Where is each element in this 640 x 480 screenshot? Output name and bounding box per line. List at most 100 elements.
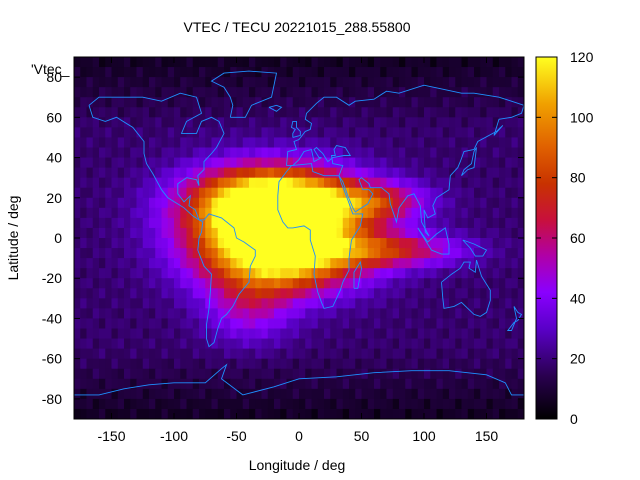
heat-cell xyxy=(430,177,438,189)
heat-cell xyxy=(486,278,494,289)
heat-cell xyxy=(211,318,219,330)
heat-cell xyxy=(355,378,363,390)
heat-cell xyxy=(286,368,294,380)
heat-cell xyxy=(230,348,238,360)
heat-cell xyxy=(386,348,394,360)
heat-cell xyxy=(236,358,244,370)
heat-cell xyxy=(99,318,106,330)
heat-cell xyxy=(199,67,206,78)
heat-cell xyxy=(517,398,524,410)
heat-cell xyxy=(167,398,175,410)
heat-cell xyxy=(224,177,231,189)
heat-cell xyxy=(224,117,231,128)
heat-cell xyxy=(355,207,363,219)
heat-cell xyxy=(236,318,244,330)
heat-cell xyxy=(449,358,456,370)
heat-cell xyxy=(455,107,463,118)
heat-cell xyxy=(242,77,250,88)
heat-cell xyxy=(199,378,206,390)
heat-cell xyxy=(249,268,256,279)
heat-cell xyxy=(117,127,125,139)
heat-cell xyxy=(517,328,524,340)
heat-cell xyxy=(380,278,388,289)
heat-cell xyxy=(186,358,194,370)
heat-cell xyxy=(486,248,494,259)
coastline-new-guinea xyxy=(462,239,488,257)
heat-cell xyxy=(155,258,163,269)
heat-cell xyxy=(180,197,188,209)
heat-cell xyxy=(380,117,388,128)
heat-cell xyxy=(167,177,175,189)
heat-cell xyxy=(492,97,500,108)
heat-cell xyxy=(299,167,306,179)
heat-cell xyxy=(142,318,150,330)
heat-cell xyxy=(405,117,413,128)
heat-cell xyxy=(236,117,244,128)
heat-cell xyxy=(492,358,500,370)
heat-cell xyxy=(436,358,444,370)
heat-cell xyxy=(342,328,350,340)
heat-cell xyxy=(130,308,138,320)
heat-cell xyxy=(86,157,94,169)
heat-cell xyxy=(286,408,294,419)
heat-cell xyxy=(130,187,138,199)
heat-cell xyxy=(274,117,281,128)
heat-cell xyxy=(517,147,524,159)
heat-cell xyxy=(136,137,144,149)
heat-cell xyxy=(430,298,438,309)
heat-cell xyxy=(280,107,288,118)
heat-cell xyxy=(180,408,188,419)
heat-cell xyxy=(480,348,488,360)
heat-cell xyxy=(505,67,513,78)
heat-cell xyxy=(486,157,494,169)
heat-cell xyxy=(374,127,381,139)
heat-cell xyxy=(255,308,263,320)
heat-cell xyxy=(111,187,119,199)
heat-cell xyxy=(174,207,181,219)
heat-cell xyxy=(249,77,256,88)
heat-cell xyxy=(461,408,469,419)
heat-cell xyxy=(167,137,175,149)
heat-cell xyxy=(380,388,388,400)
heat-cell xyxy=(374,248,381,259)
heat-cell xyxy=(386,217,394,229)
heat-cell xyxy=(330,378,338,390)
heat-cell xyxy=(436,278,444,289)
heat-cell xyxy=(230,288,238,299)
heat-cell xyxy=(405,258,413,269)
heat-cell xyxy=(292,197,300,209)
heat-cell xyxy=(311,227,319,239)
heat-cell xyxy=(242,348,250,360)
heat-cell xyxy=(474,167,481,179)
heat-cell xyxy=(80,217,88,229)
heat-cell xyxy=(317,127,325,139)
heat-cell xyxy=(130,288,138,299)
heat-cell xyxy=(511,137,519,149)
heat-cell xyxy=(167,87,175,98)
heat-cell xyxy=(324,117,331,128)
heat-cell xyxy=(305,288,313,299)
heat-cell xyxy=(305,77,313,88)
heat-cell xyxy=(155,298,163,309)
heat-cell xyxy=(261,137,269,149)
coastline-africa xyxy=(277,163,364,309)
heat-cell xyxy=(305,87,313,98)
heat-cell xyxy=(186,298,194,309)
heat-cell xyxy=(474,308,481,320)
heat-cell xyxy=(267,408,275,419)
heat-cell xyxy=(349,378,356,390)
heat-cell xyxy=(311,137,319,149)
heat-cell xyxy=(405,147,413,159)
heat-cell xyxy=(74,408,81,419)
heat-cell xyxy=(167,97,175,108)
heat-cell xyxy=(480,248,488,259)
heat-cell xyxy=(317,147,325,159)
heat-cell xyxy=(117,197,125,209)
heat-cell xyxy=(255,57,263,68)
heat-cell xyxy=(274,87,281,98)
heat-cell xyxy=(474,298,481,309)
heat-cell xyxy=(92,408,100,419)
heat-cell xyxy=(99,117,106,128)
heat-cell xyxy=(80,137,88,149)
heat-cell xyxy=(480,278,488,289)
